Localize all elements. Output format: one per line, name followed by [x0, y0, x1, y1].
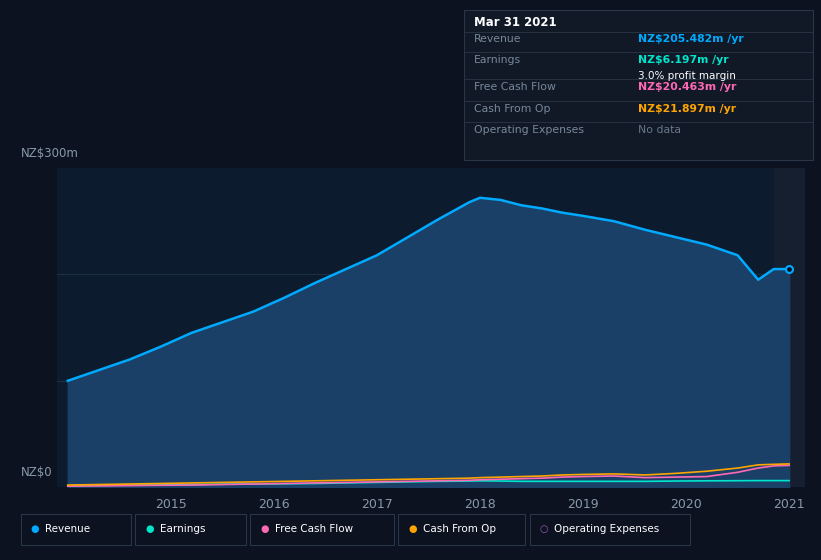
- Text: NZ$300m: NZ$300m: [21, 147, 78, 160]
- Text: Cash From Op: Cash From Op: [474, 104, 550, 114]
- Text: ●: ●: [30, 524, 39, 534]
- Text: ●: ●: [260, 524, 268, 534]
- Text: ○: ○: [539, 524, 548, 534]
- Text: Operating Expenses: Operating Expenses: [554, 524, 659, 534]
- Text: Earnings: Earnings: [474, 55, 521, 66]
- Text: Mar 31 2021: Mar 31 2021: [474, 16, 557, 29]
- Text: Cash From Op: Cash From Op: [423, 524, 496, 534]
- Text: ●: ●: [408, 524, 416, 534]
- Text: Revenue: Revenue: [474, 34, 521, 44]
- Text: 3.0% profit margin: 3.0% profit margin: [639, 71, 736, 81]
- Bar: [773, 168, 805, 487]
- Text: ●: ●: [145, 524, 154, 534]
- Text: NZ$6.197m /yr: NZ$6.197m /yr: [639, 55, 729, 66]
- Text: Operating Expenses: Operating Expenses: [474, 125, 584, 135]
- Text: NZ$21.897m /yr: NZ$21.897m /yr: [639, 104, 736, 114]
- Text: NZ$0: NZ$0: [21, 466, 53, 479]
- Text: NZ$20.463m /yr: NZ$20.463m /yr: [639, 82, 736, 92]
- Text: Revenue: Revenue: [45, 524, 90, 534]
- Text: Free Cash Flow: Free Cash Flow: [474, 82, 556, 92]
- Text: NZ$205.482m /yr: NZ$205.482m /yr: [639, 34, 744, 44]
- Text: Free Cash Flow: Free Cash Flow: [275, 524, 353, 534]
- Text: Earnings: Earnings: [160, 524, 205, 534]
- Text: No data: No data: [639, 125, 681, 135]
